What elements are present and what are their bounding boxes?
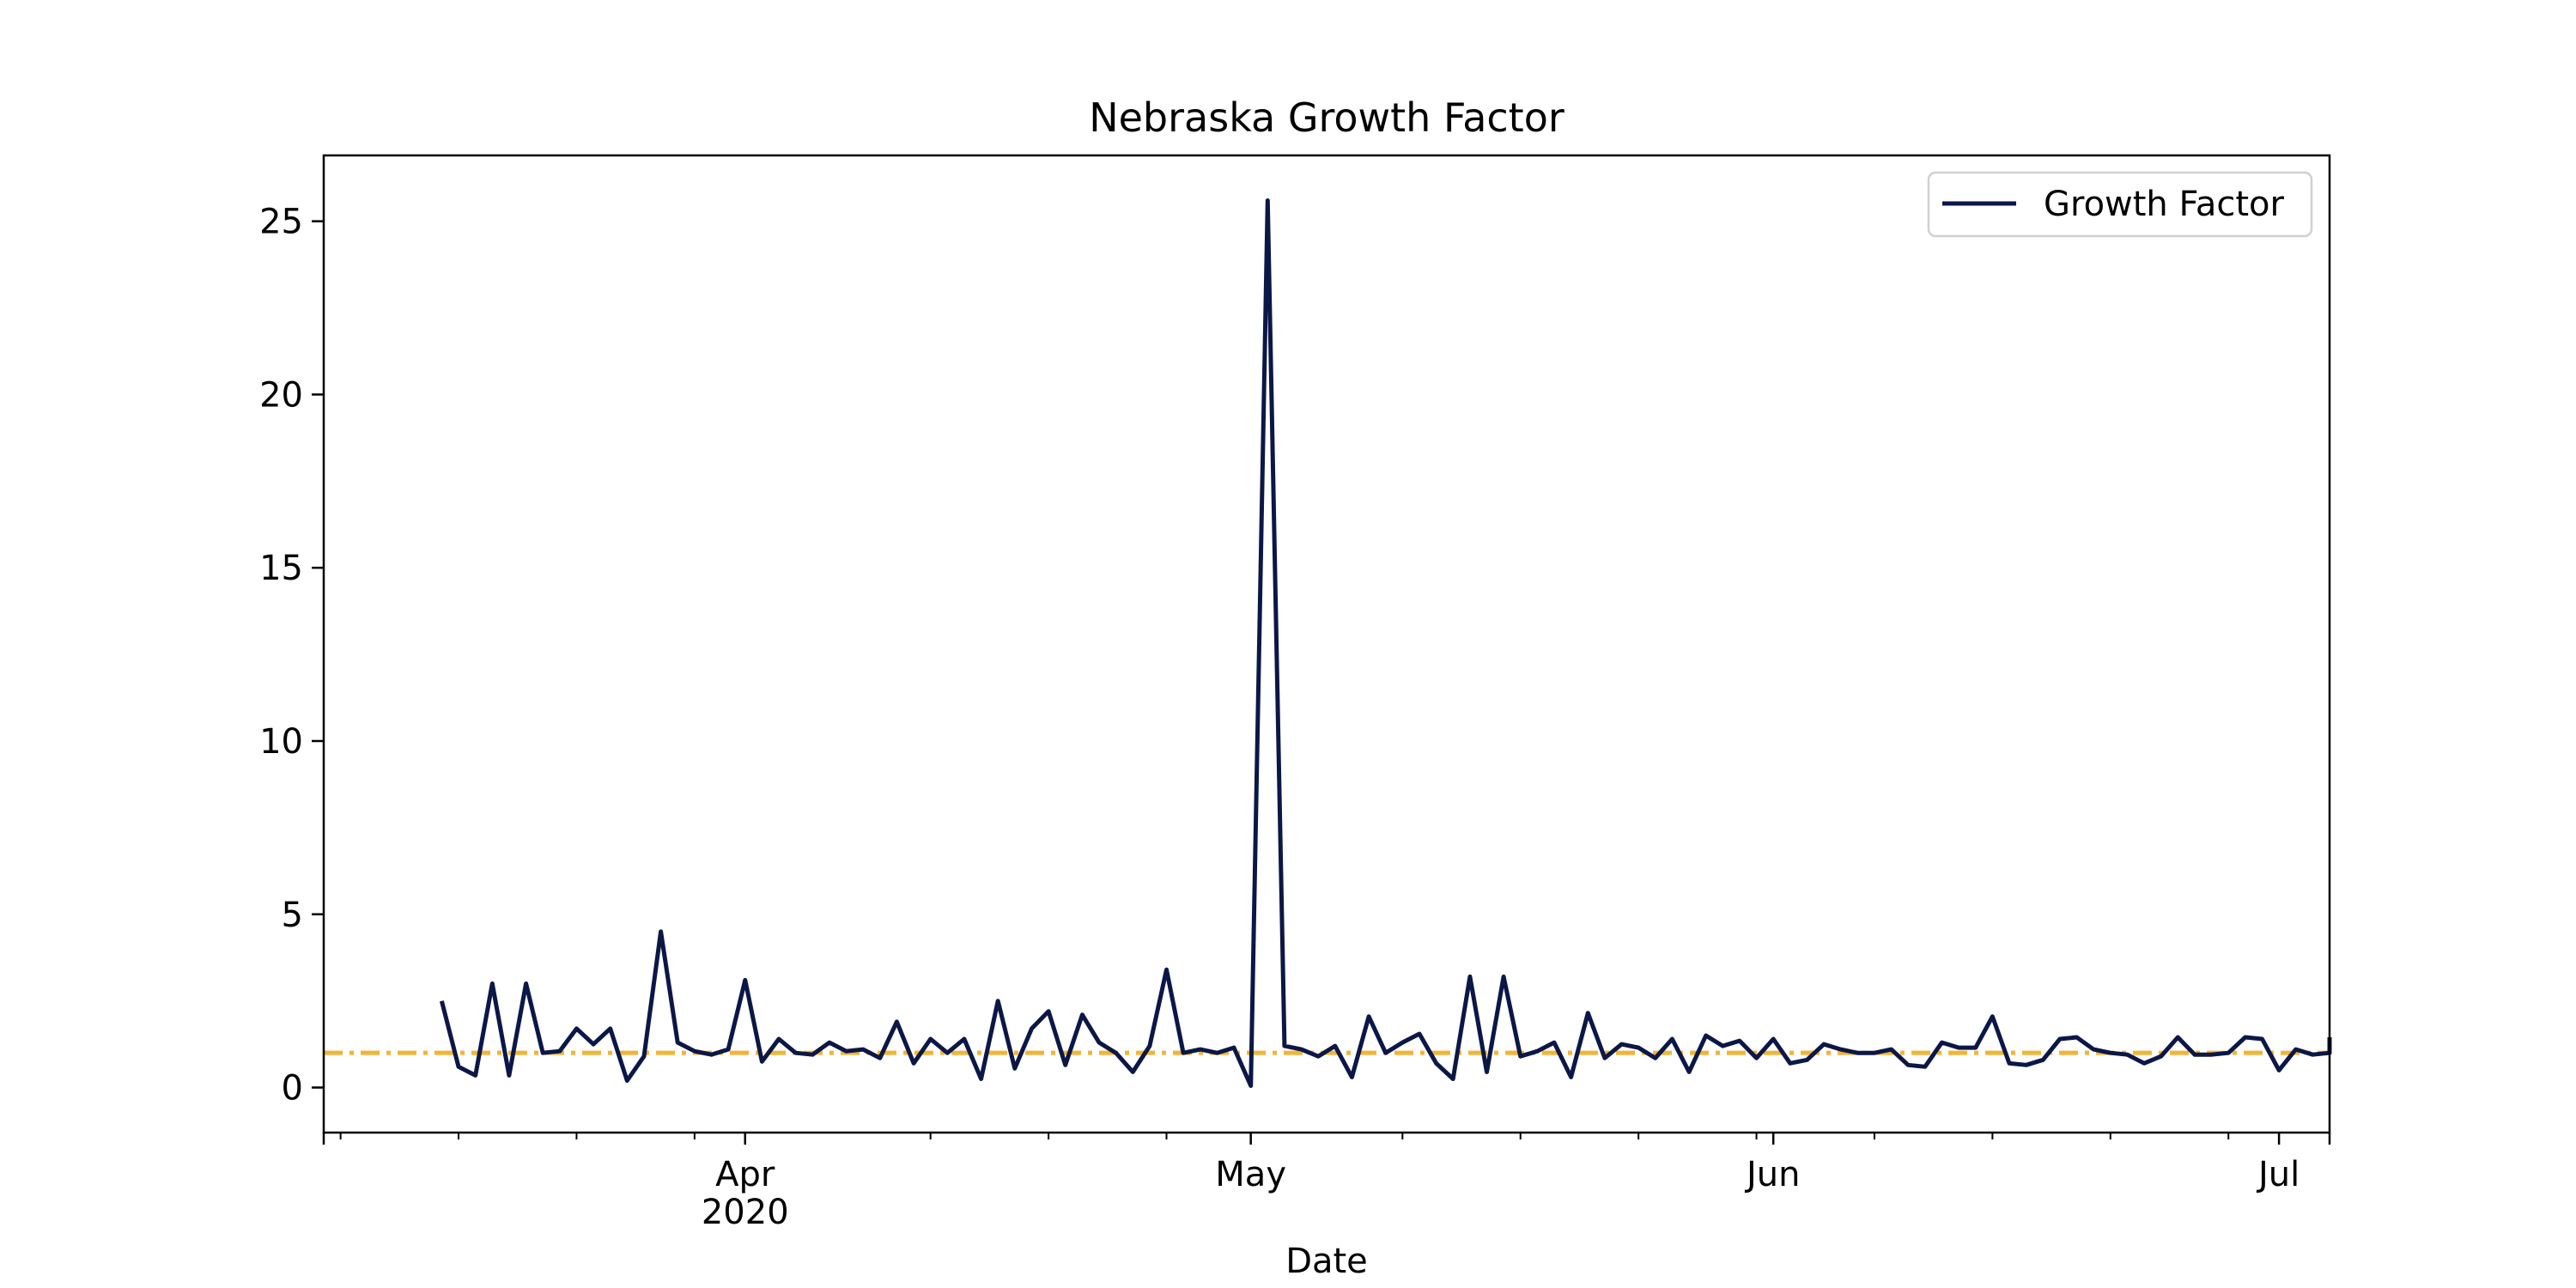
series-line-growth-factor (439, 198, 2332, 1088)
x-axis-label: Date (1285, 1242, 1368, 1281)
legend-box (1927, 171, 2313, 238)
x-tick-label: May (1215, 1155, 1286, 1194)
x-tick-label: Jul (2256, 1155, 2300, 1194)
chart-title: Nebraska Growth Factor (1089, 94, 1564, 141)
legend-label-growth-factor: Growth Factor (2044, 185, 2284, 224)
y-tick-label: 15 (259, 549, 303, 588)
x-tick-label: Apr (715, 1155, 775, 1194)
plot-frame (322, 154, 2331, 1134)
y-tick-label: 0 (282, 1069, 303, 1109)
x-tick-sublabel: 2020 (702, 1193, 789, 1232)
y-tick-label: 20 (259, 375, 303, 415)
y-tick-label: 25 (259, 203, 303, 242)
y-tick-label: 10 (259, 722, 303, 762)
x-tick-label: Jun (1744, 1155, 1801, 1194)
legend: Growth Factor (1927, 171, 2313, 238)
y-tick-label: 5 (282, 896, 303, 935)
